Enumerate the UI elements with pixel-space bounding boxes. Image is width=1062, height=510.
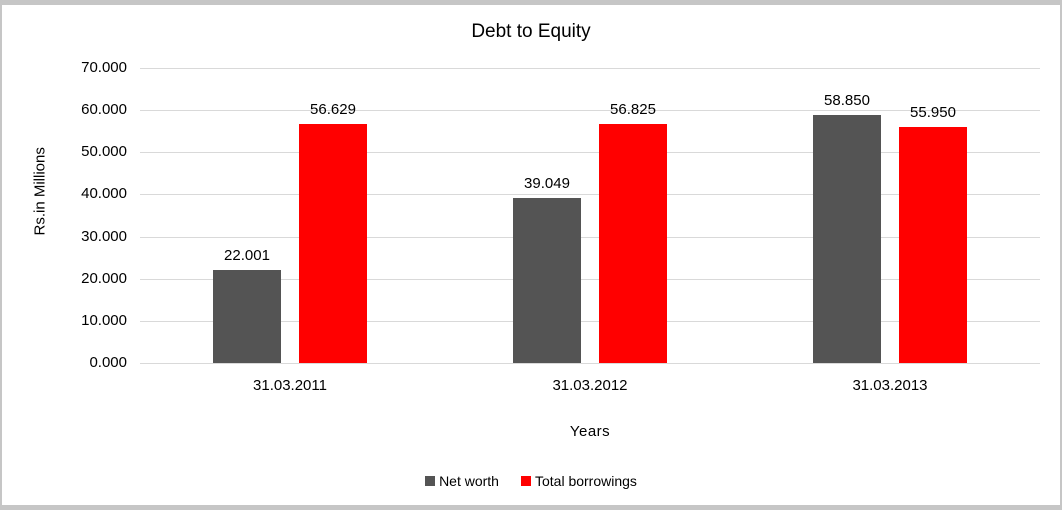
y-tick-label: 60.000	[81, 101, 127, 119]
bar-value-label: 56.825	[610, 100, 656, 118]
gridline	[140, 110, 1040, 112]
gridline	[140, 194, 1040, 196]
gridline	[140, 363, 1040, 364]
plot-area: 22.001 56.629 39.049 56.825 58.850 55.950	[140, 68, 1040, 364]
bar-value-label: 58.850	[824, 91, 870, 109]
legend-marker-icon	[425, 476, 436, 486]
gridline	[140, 68, 1040, 69]
y-tick-label: 70.000	[81, 59, 127, 76]
y-tick-label: 0.000	[89, 354, 127, 371]
x-tick-label: 31.03.2013	[852, 377, 928, 394]
gridline	[140, 152, 1040, 154]
gridline	[140, 278, 1040, 280]
bar-net-worth	[213, 270, 281, 363]
bar-value-label: 55.950	[910, 104, 956, 122]
bar-total-borrowings	[599, 123, 667, 363]
legend-label: Net worth	[439, 473, 499, 489]
bar-value-label: 56.629	[310, 101, 356, 119]
x-axis-title: Years	[569, 423, 611, 440]
y-tick-label: 50.000	[81, 143, 127, 161]
bar-value-label: 22.001	[224, 247, 270, 265]
y-tick-label: 20.000	[81, 269, 127, 287]
legend: Net worth Total borrowings	[2, 473, 1060, 489]
x-tick-label: 31.03.2011	[253, 377, 327, 394]
gridline	[140, 320, 1040, 322]
y-tick-label: 40.000	[81, 185, 127, 203]
bar-net-worth	[813, 115, 881, 363]
bar-value-label: 39.049	[524, 175, 570, 193]
legend-item-net-worth: Net worth	[425, 473, 499, 489]
y-tick-label: 10.000	[81, 311, 127, 329]
bar-net-worth	[513, 198, 581, 363]
y-tick-label: 30.000	[81, 227, 127, 245]
x-tick-label: 31.03.2012	[552, 377, 628, 394]
legend-item-total-borrowings: Total borrowings	[520, 473, 637, 489]
legend-label: Total borrowings	[534, 473, 637, 489]
bar-total-borrowings	[299, 124, 367, 363]
bar-total-borrowings	[899, 127, 967, 363]
chart-title: Debt to Equity	[471, 21, 591, 42]
gridline	[140, 236, 1040, 238]
legend-marker-icon	[520, 476, 531, 486]
